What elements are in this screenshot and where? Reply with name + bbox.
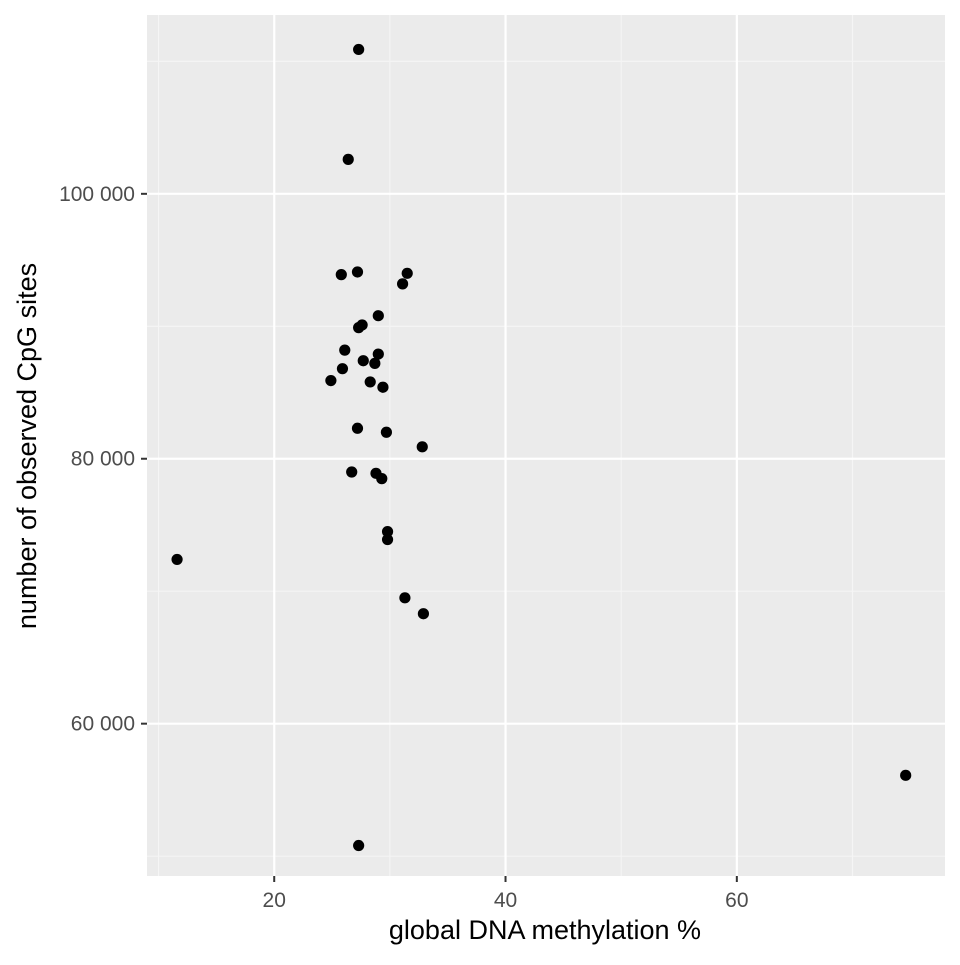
data-point — [351, 266, 364, 278]
data-point — [369, 357, 381, 369]
data-point — [381, 533, 394, 546]
y-axis: 60 000 80 000 100 000 — [59, 183, 147, 736]
x-tick-label: 40 — [494, 889, 517, 912]
y-tick-label: 100 000 — [59, 183, 135, 206]
data-point — [356, 319, 368, 331]
data-point — [351, 422, 364, 434]
data-point — [396, 278, 409, 290]
y-axis-title: number of observed CpG sites — [12, 263, 42, 629]
y-tick-label: 60 000 — [71, 713, 135, 736]
data-point — [900, 769, 912, 781]
data-point — [417, 608, 430, 620]
data-point — [336, 363, 349, 375]
data-point — [416, 441, 428, 453]
data-point — [335, 269, 347, 281]
major-gridlines — [147, 15, 945, 876]
data-point — [325, 374, 337, 387]
data-point — [342, 153, 354, 165]
x-axis: 20 40 60 — [263, 876, 749, 912]
data-point — [346, 466, 358, 478]
data-point — [377, 381, 389, 393]
data-point — [372, 348, 384, 360]
data-point — [357, 355, 369, 367]
data-point — [353, 839, 365, 852]
data-point — [381, 526, 394, 538]
data-point — [401, 267, 413, 279]
x-tick-label: 60 — [725, 889, 748, 912]
data-points — [171, 43, 912, 852]
plot-panel — [147, 15, 945, 876]
data-point — [399, 592, 411, 604]
data-point — [372, 310, 384, 322]
data-point — [353, 43, 365, 56]
data-point — [376, 473, 388, 485]
y-tick-label: 80 000 — [71, 448, 135, 471]
data-point — [339, 344, 351, 356]
x-tick-label: 20 — [263, 889, 286, 912]
data-point — [364, 376, 376, 388]
minor-gridlines — [147, 15, 945, 876]
x-axis-title: global DNA methylation % — [389, 915, 701, 945]
data-point — [380, 426, 392, 438]
data-point — [171, 553, 183, 566]
